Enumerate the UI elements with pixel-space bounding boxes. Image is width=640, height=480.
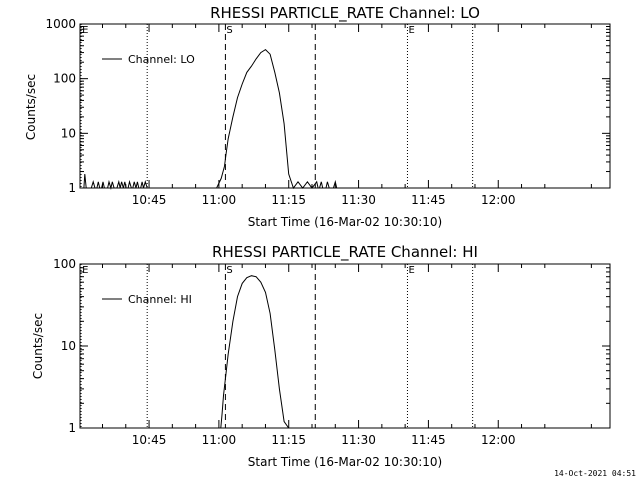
chart-title: RHESSI PARTICLE_RATE Channel: LO xyxy=(210,4,480,23)
legend-label: Channel: LO xyxy=(128,53,195,66)
panel-channel-lo: RHESSI PARTICLE_RATE Channel: LO Start T… xyxy=(24,4,611,229)
series-line xyxy=(220,275,303,429)
y-tick-label: 1 xyxy=(68,421,76,435)
y-axis-label: Counts/sec xyxy=(24,74,38,140)
x-tick-label: 12:00 xyxy=(481,193,516,207)
series-line xyxy=(80,48,345,190)
x-tick-label: 12:00 xyxy=(481,433,516,447)
x-tick-label: 11:45 xyxy=(411,433,446,447)
x-axis-label: Start Time (16-Mar-02 10:30:10) xyxy=(248,215,442,229)
y-tick-label: 100 xyxy=(53,72,76,86)
legend-label: Channel: HI xyxy=(128,293,192,306)
x-tick-label: 11:15 xyxy=(271,193,306,207)
x-axis-label: Start Time (16-Mar-02 10:30:10) xyxy=(248,455,442,469)
footer-date: 14-Oct-2021 04:51 xyxy=(554,469,636,478)
x-tick-label: 11:00 xyxy=(202,433,237,447)
y-tick-label: 10 xyxy=(61,126,76,140)
x-tick-label: 10:45 xyxy=(132,433,167,447)
event-marker-label: S xyxy=(226,25,232,36)
x-tick-label: 11:15 xyxy=(271,433,306,447)
event-marker-label: E xyxy=(82,265,88,276)
x-tick-label: 11:45 xyxy=(411,193,446,207)
y-tick-label: 100 xyxy=(53,257,76,271)
chart-title: RHESSI PARTICLE_RATE Channel: HI xyxy=(212,243,478,262)
y-axis-label: Counts/sec xyxy=(31,313,45,379)
y-tick-label: 10 xyxy=(61,339,76,353)
x-tick-label: 11:30 xyxy=(341,193,376,207)
x-tick-label: 10:45 xyxy=(132,193,167,207)
x-tick-label: 11:00 xyxy=(202,193,237,207)
event-marker-label: E xyxy=(82,25,88,36)
plot-frame xyxy=(79,23,611,189)
y-tick-label: 1 xyxy=(68,181,76,195)
event-marker-label: S xyxy=(226,265,232,276)
x-tick-label: 11:30 xyxy=(341,433,376,447)
panel-channel-hi: RHESSI PARTICLE_RATE Channel: HI Start T… xyxy=(31,243,611,469)
plot-frame xyxy=(79,263,611,429)
event-marker-label: E xyxy=(408,25,414,36)
event-marker-label: E xyxy=(408,265,414,276)
y-tick-label: 1000 xyxy=(45,17,76,31)
